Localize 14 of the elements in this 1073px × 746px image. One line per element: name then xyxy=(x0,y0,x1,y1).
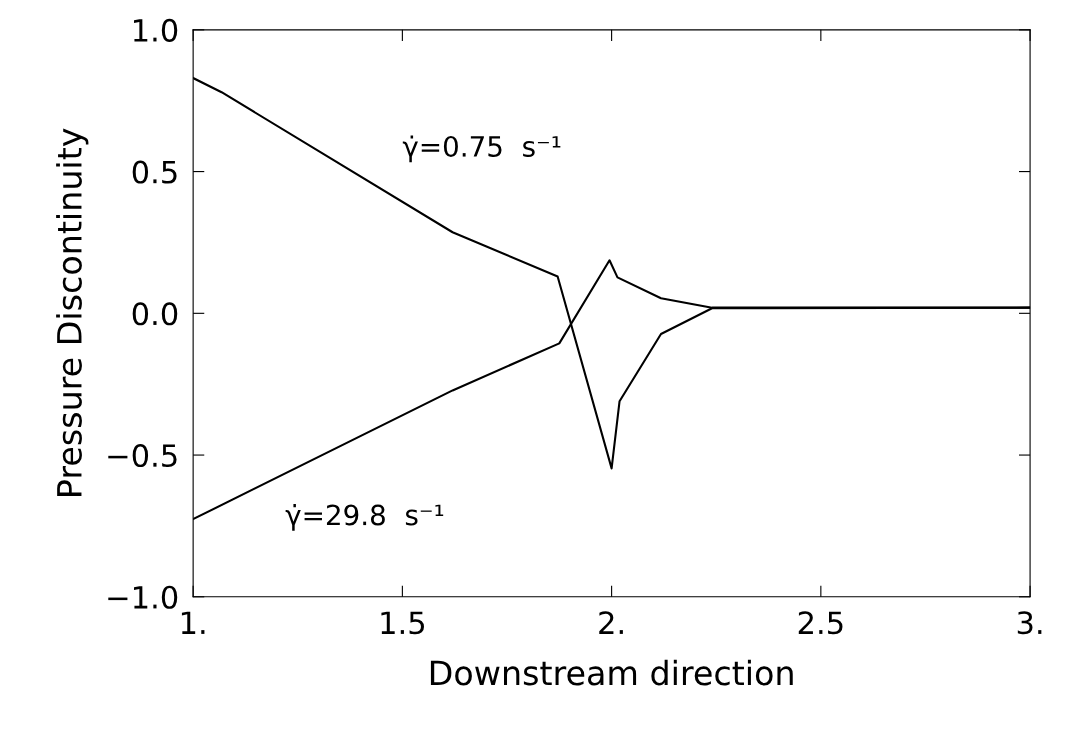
x-tick-label: 1. xyxy=(181,611,205,634)
y-tick-label: 1.0 xyxy=(134,18,178,42)
x-tick-label: 2.5 xyxy=(798,611,843,635)
x-axis-title: Downstream direction xyxy=(430,659,793,686)
annotation: γ̇=29.8 s⁻¹ xyxy=(285,503,444,531)
x-tick-label: 2. xyxy=(599,611,623,634)
x-tick-label: 3. xyxy=(1017,611,1042,635)
y-tick-label: −1.0 xyxy=(108,585,178,609)
y-tick-label: −0.5 xyxy=(108,443,177,468)
x-tick-label: 1.5 xyxy=(381,611,424,635)
y-tick-label: 0.0 xyxy=(132,302,178,326)
annotation: γ̇=0.75 s⁻¹ xyxy=(402,135,561,163)
y-axis-title: Pressure Discontinuity xyxy=(56,128,89,496)
y-tick-label: 0.5 xyxy=(132,160,177,184)
